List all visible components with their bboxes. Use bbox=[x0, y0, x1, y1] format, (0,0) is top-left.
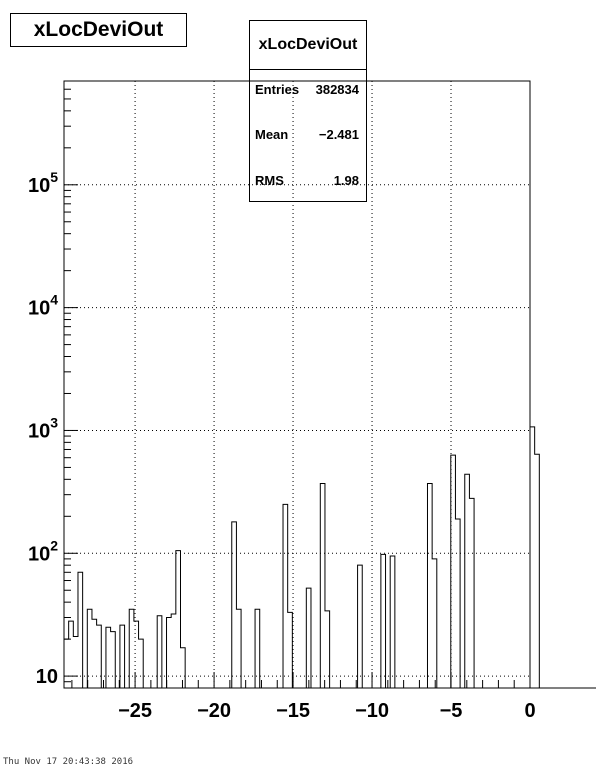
stat-row-mean: Mean −2.481 bbox=[255, 127, 359, 142]
stat-label-mean: Mean bbox=[255, 127, 289, 142]
plot-frame bbox=[63, 80, 531, 689]
y-tick-label: 10 bbox=[36, 666, 58, 688]
x-tick-label: −25 bbox=[118, 700, 152, 722]
y-tick-base: 10 bbox=[36, 666, 58, 688]
stats-title: xLocDeviOut bbox=[250, 21, 366, 70]
x-tick-label: −5 bbox=[440, 700, 463, 722]
y-tick-label: 103 bbox=[28, 414, 58, 442]
y-tick-exponent: 5 bbox=[50, 169, 58, 185]
stats-box: xLocDeviOut Entries 382834 Mean −2.481 R… bbox=[249, 20, 367, 202]
stat-label-rms: RMS bbox=[255, 173, 284, 188]
stat-row-rms: RMS 1.98 bbox=[255, 173, 359, 188]
stat-value-entries: 382834 bbox=[315, 82, 359, 97]
stat-value-mean: −2.481 bbox=[318, 127, 359, 142]
y-tick-exponent: 2 bbox=[50, 537, 58, 553]
x-tick-label: −15 bbox=[276, 700, 310, 722]
y-tick-exponent: 3 bbox=[50, 414, 58, 430]
stat-row-entries: Entries 382834 bbox=[255, 82, 359, 97]
x-tick-label: 0 bbox=[524, 700, 535, 722]
y-tick-base: 10 bbox=[28, 543, 50, 565]
timestamp-footer: Thu Nov 17 20:43:38 2016 bbox=[3, 757, 134, 767]
stat-value-rms: 1.98 bbox=[333, 173, 359, 188]
stat-label-entries: Entries bbox=[255, 82, 300, 97]
y-tick-label: 104 bbox=[28, 292, 58, 320]
y-tick-label: 102 bbox=[28, 537, 58, 565]
y-tick-base: 10 bbox=[28, 420, 50, 442]
x-tick-label: −10 bbox=[355, 700, 389, 722]
y-tick-base: 10 bbox=[28, 175, 50, 197]
x-tick-label: −20 bbox=[197, 700, 231, 722]
histogram-outline bbox=[63, 426, 596, 689]
histogram-title: xLocDeviOut bbox=[10, 13, 187, 47]
y-tick-label: 105 bbox=[28, 169, 58, 197]
y-tick-exponent: 4 bbox=[50, 292, 58, 308]
y-tick-base: 10 bbox=[28, 298, 50, 320]
